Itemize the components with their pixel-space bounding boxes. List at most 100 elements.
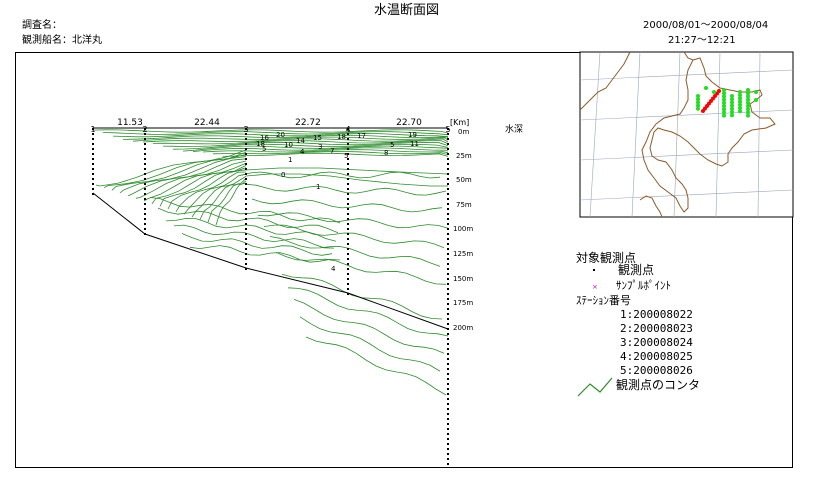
contour-line: [119, 156, 247, 194]
map-station: [696, 94, 700, 98]
contour-line: [112, 132, 449, 138]
contour-line: [299, 316, 441, 372]
location-map: [579, 51, 794, 218]
legend-station-item: 3:200008024: [620, 336, 693, 349]
contour-line: [191, 176, 247, 218]
contour-line: [269, 236, 441, 267]
contour-line: [135, 160, 247, 199]
contour-label: 16: [260, 134, 269, 142]
contour-line: [162, 141, 449, 147]
contour-line: [142, 138, 449, 143]
legend-observation-label: 観測点: [618, 263, 654, 277]
map-parallel: [579, 109, 794, 121]
map-station: [722, 88, 726, 92]
contour-label: 17: [357, 132, 366, 140]
map-station: [746, 94, 750, 99]
contour-line: [152, 140, 449, 145]
station-sample-dot: [447, 383, 449, 385]
contour-line: [257, 212, 449, 229]
station-sample-dot: [447, 233, 449, 235]
map-parallel: [579, 189, 794, 201]
map-graticule: [579, 51, 794, 218]
station-sample-dot: [447, 328, 449, 330]
station-sample-dot: [347, 233, 349, 235]
map-station: [746, 97, 750, 102]
station-sample-dot: [447, 368, 449, 370]
map-station: [696, 103, 700, 108]
station-number: 2: [142, 125, 147, 134]
station-sample-dot: [447, 188, 449, 190]
station-sample-dot: [447, 138, 449, 140]
contour-line: [202, 149, 449, 154]
depth-tick: 150m: [453, 275, 473, 283]
station-sample-dot: [447, 203, 449, 205]
contour-line: [175, 171, 247, 212]
station-sample-dot: [447, 238, 449, 240]
station-sample-dot: [447, 228, 449, 230]
station-sample-dot: [347, 228, 349, 230]
sakhalin-coastline: [683, 51, 694, 61]
contour-line: [159, 167, 247, 207]
contour-line: [92, 129, 449, 134]
contour-label: 18: [256, 140, 265, 148]
station-sample-dot: [347, 178, 349, 180]
map-station: [730, 103, 734, 108]
contour-line: [207, 180, 247, 223]
station-sample-dot: [347, 128, 349, 130]
station-sample-dot: [144, 133, 146, 135]
honshu-coastline: [639, 195, 663, 218]
station-sample-dot: [92, 148, 94, 150]
map-station: [754, 90, 758, 94]
station-sample-dot: [144, 128, 146, 130]
station-sample-dot: [245, 203, 247, 205]
map-station: [722, 91, 726, 96]
station-sample-dot: [245, 153, 247, 155]
station-sample-dot: [144, 193, 146, 195]
station-sample-dot: [245, 213, 247, 215]
station-sample-dot: [245, 158, 247, 160]
station-sample-dot: [144, 188, 146, 190]
investigator-label: 調査名：: [22, 20, 62, 31]
station-sample-dot: [347, 218, 349, 220]
distance-label: 22.70: [396, 118, 422, 128]
station-number: 1: [90, 125, 95, 134]
station-sample-dot: [144, 233, 146, 235]
station-sample-dot: [92, 158, 94, 160]
station-sample-dot: [447, 293, 449, 295]
station-sample-dot: [347, 273, 349, 275]
page-title: 水温断面図: [373, 3, 439, 18]
station-sample-dot: [447, 288, 449, 290]
station-sample-dot: [144, 143, 146, 145]
contour-line: [132, 136, 449, 142]
station-sample-dot: [144, 148, 146, 150]
map-meridian: [631, 51, 641, 218]
station-sample-dot: [447, 318, 449, 320]
legend-station-heading: ｽﾃｰｼｮﾝ番号: [576, 294, 631, 307]
depth-tick: 75m: [456, 201, 472, 209]
station-sample-dot: [447, 273, 449, 275]
contour-line: [287, 287, 449, 337]
contour-label: 7: [330, 147, 334, 155]
station-sample-dot: [347, 183, 349, 185]
vessel-label: 観測船名：北洋丸: [22, 35, 102, 46]
station-sample-dot: [245, 258, 247, 260]
station-sample-dot: [447, 198, 449, 200]
station-sample-dot: [447, 458, 449, 460]
contour-line: [172, 143, 449, 150]
station-sample-dot: [245, 253, 247, 255]
map-station: [746, 88, 750, 92]
map-station: [746, 110, 750, 115]
station-sample-dot: [245, 163, 247, 165]
station-sample-dot: [92, 153, 94, 155]
map-station: [746, 91, 750, 96]
station-sample-dot: [144, 158, 146, 160]
station-sample-dot: [245, 138, 247, 140]
distance-label: 22.44: [194, 118, 220, 128]
station-sample-dot: [447, 223, 449, 225]
legend-sample-label: ｻﾝﾌﾟﾙﾎﾟｲﾝﾄ: [616, 279, 671, 292]
contour-label: 5: [390, 141, 394, 149]
station-sample-dot: [144, 223, 146, 225]
station-sample-dot: [447, 303, 449, 305]
map-station: [746, 113, 750, 118]
